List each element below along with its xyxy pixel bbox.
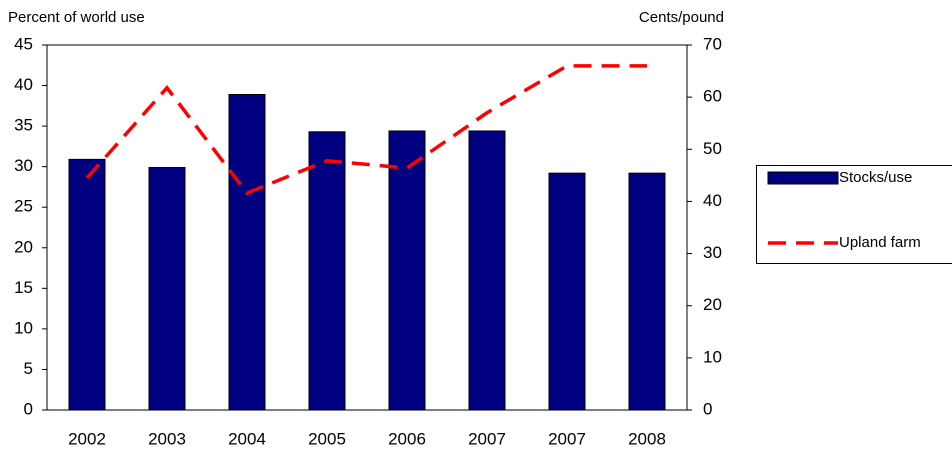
y-tick-label: 45 (14, 34, 33, 53)
x-tick-label: 2008 (628, 429, 666, 448)
y-tick-label: 35 (14, 116, 33, 135)
y2-tick-label: 10 (703, 347, 722, 366)
legend-label: Stocks/use (839, 169, 912, 186)
legend-box (756, 165, 952, 264)
y-tick-label: 0 (24, 399, 33, 418)
legend-swatch (767, 171, 839, 185)
y2-tick-label: 50 (703, 139, 722, 158)
bar (228, 93, 266, 411)
y2-axis-title: Cents/pound (639, 9, 724, 26)
x-tick-label: 2004 (228, 429, 266, 448)
y2-tick-label: 0 (703, 399, 712, 418)
y2-tick-label: 30 (703, 243, 722, 262)
x-tick-label: 2005 (308, 429, 346, 448)
bar (628, 172, 666, 411)
bar (68, 158, 106, 411)
x-tick-label: 2007 (468, 429, 506, 448)
y2-tick-label: 20 (703, 295, 722, 314)
y-tick-label: 20 (14, 237, 33, 256)
x-tick-label: 2002 (68, 429, 106, 448)
y-tick-label: 15 (14, 278, 33, 297)
bar (468, 130, 506, 411)
y-tick-label: 30 (14, 156, 33, 175)
y-tick-label: 40 (14, 75, 33, 94)
x-tick-label: 2007 (548, 429, 586, 448)
x-tick-label: 2006 (388, 429, 426, 448)
y2-tick-label: 40 (703, 191, 722, 210)
line (85, 64, 647, 196)
y-tick-label: 10 (14, 318, 33, 337)
y-tick-label: 5 (24, 359, 33, 378)
bar (148, 166, 186, 411)
y2-tick-label: 70 (703, 34, 722, 53)
x-tick-label: 2003 (148, 429, 186, 448)
plot-frame (46, 44, 688, 411)
y-tick-label: 25 (14, 197, 33, 216)
y2-tick-label: 60 (703, 87, 722, 106)
bar (388, 130, 426, 411)
y-axis-title: Percent of world use (8, 9, 145, 26)
bar (308, 131, 346, 411)
bar (548, 172, 586, 411)
legend-label: Upland farm (839, 234, 921, 251)
